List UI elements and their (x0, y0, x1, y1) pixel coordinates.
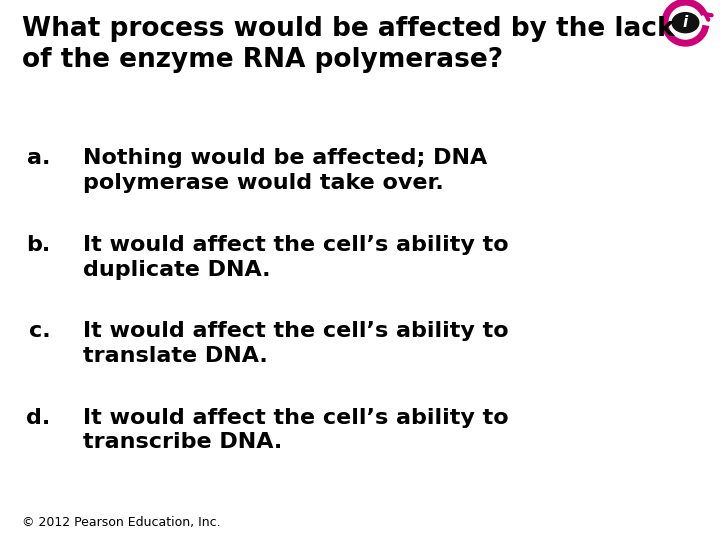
Text: i: i (683, 15, 688, 30)
Text: d.: d. (26, 408, 50, 428)
Text: © 2012 Pearson Education, Inc.: © 2012 Pearson Education, Inc. (22, 516, 220, 529)
Circle shape (672, 12, 699, 33)
Text: What process would be affected by the lack
of the enzyme RNA polymerase?: What process would be affected by the la… (22, 16, 674, 73)
Text: It would affect the cell’s ability to
transcribe DNA.: It would affect the cell’s ability to tr… (83, 408, 508, 453)
Text: a.: a. (27, 148, 50, 168)
Text: It would affect the cell’s ability to
translate DNA.: It would affect the cell’s ability to tr… (83, 321, 508, 366)
Text: It would affect the cell’s ability to
duplicate DNA.: It would affect the cell’s ability to du… (83, 235, 508, 280)
Text: Nothing would be affected; DNA
polymerase would take over.: Nothing would be affected; DNA polymeras… (83, 148, 487, 193)
Text: b.: b. (26, 235, 50, 255)
Text: c.: c. (29, 321, 50, 341)
